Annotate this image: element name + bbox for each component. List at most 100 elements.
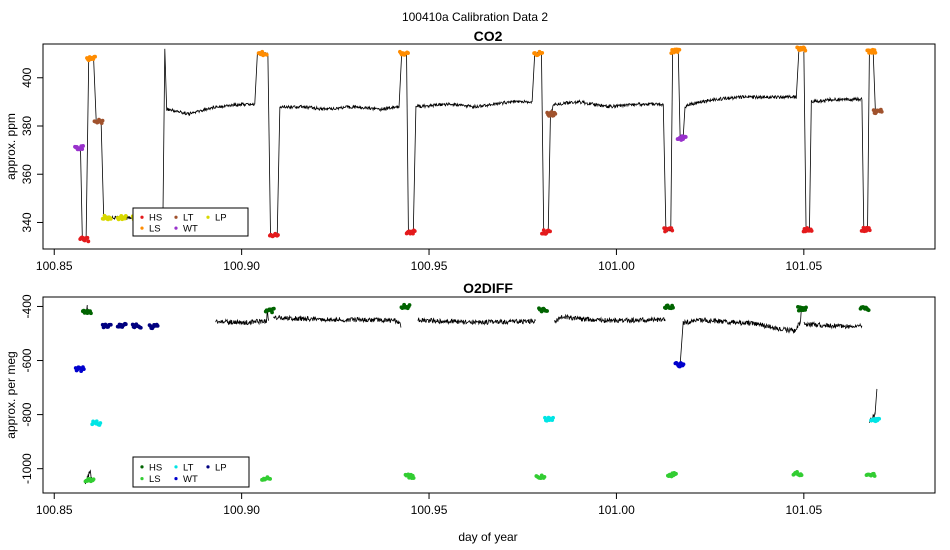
o2diff-calibration-point-hs [858,305,871,313]
co2-calibration-point-hs [662,226,675,234]
o2diff-legend-label: LS [149,474,161,485]
co2-legend-label: LP [215,213,227,224]
o2diff-trace-line [417,317,536,326]
co2-x-tick-label: 100.90 [223,259,260,273]
co2-legend-label: HS [149,213,162,224]
co2-legend-label: WT [183,224,198,235]
co2-calibration-point-ls [865,47,878,55]
o2diff-calibration-point-lt [869,416,882,424]
co2-calibration-point-lt [871,107,884,116]
co2-calibration-point-ls [532,49,545,58]
o2diff-y-tick-label: -400 [20,294,34,318]
o2diff-legend-marker [174,465,178,469]
o2diff-y-tick-label: -1000 [20,453,34,484]
co2-calibration-point-wt [73,144,85,152]
o2diff-legend-label: HS [149,462,162,473]
o2diff-legend-item-ls: LS [140,474,161,485]
co2-calibration-point-ls [669,47,682,56]
o2diff-x-tick-label: 100.85 [36,503,73,517]
o2diff-calibration-point-ls [666,471,678,479]
o2diff-plot-frame [42,296,936,494]
o2diff-trace [84,304,878,485]
o2diff-trace-line [803,321,863,330]
o2diff-x-axis-label: day of year [458,530,517,544]
o2diff-x-tick-label: 101.00 [598,503,635,517]
co2-x-tick-label: 100.85 [36,259,73,273]
co2-legend-marker [174,215,178,219]
co2-calibration-point-hs [404,228,417,236]
co2-calibration-point-ls [85,54,97,63]
co2-legend-item-lp: LP [206,213,227,224]
o2diff-trace-line [679,310,802,365]
o2diff-y-axis-label: approx. per meg [4,351,18,438]
co2-calibration-point-ls [398,49,410,57]
o2diff-legend-item-hs: HS [140,462,162,473]
co2-legend-marker [174,226,178,230]
co2-calibration-point-wt [675,134,688,142]
co2-x-axis: 100.85 100.90 100.95 101.00 101.05 [36,249,823,273]
o2diff-calibration-point-hs [399,302,412,311]
co2-y-axis: 340 360 380 400 [20,67,43,232]
co2-trace-line [74,46,880,242]
o2diff-calibration-point-lp [147,322,160,331]
co2-legend-marker [206,215,210,219]
co2-chart-title: CO2 [474,28,503,44]
o2diff-y-tick-label: -800 [20,402,34,426]
co2-x-tick-label: 101.05 [785,259,822,273]
o2diff-calibration-point-ls [403,472,416,481]
co2-x-tick-label: 101.00 [598,259,635,273]
co2-calibration-points [73,45,884,244]
o2diff-calibration-point-hs [80,308,93,316]
co2-calibration-point-lt [545,110,558,118]
o2diff-chart-title: O2DIFF [463,280,513,296]
co2-legend-marker [140,215,144,219]
co2-calibration-point-lp [115,213,128,222]
co2-y-tick-label: 400 [20,67,34,87]
co2-legend-box [132,207,249,237]
o2diff-x-tick-label: 100.90 [223,503,260,517]
co2-y-tick-label: 360 [20,164,34,184]
co2-legend-marker [140,226,144,230]
o2diff-legend-label: WT [183,474,198,485]
o2diff-calibration-point-wt [73,365,86,373]
o2diff-y-tick-label: -600 [20,348,34,372]
co2-plot-frame [42,43,936,250]
co2-calibration-point-hs [78,235,91,244]
o2diff-legend-marker [140,465,144,469]
co2-y-axis-label: approx. ppm [4,113,18,180]
o2diff-calibration-point-ls [260,475,272,482]
o2diff-x-tick-label: 100.95 [411,503,448,517]
figure-title: 100410a Calibration Data 2 [402,10,548,24]
co2-trace [74,46,880,242]
o2diff-legend-item-lp: LP [206,462,227,473]
o2diff-x-tick-label: 101.05 [785,503,822,517]
co2-y-tick-label: 380 [20,116,34,136]
o2diff-calibration-point-lt [90,419,103,427]
co2-legend-label: LS [149,224,161,235]
o2diff-calibration-point-lt [543,415,555,423]
o2diff-legend-label: LT [183,462,194,473]
co2-calibration-point-ls [256,49,269,58]
o2diff-legend-marker [206,465,210,469]
co2-calibration-point-hs [540,228,552,236]
o2diff-calibration-point-wt [673,361,686,369]
co2-calibration-point-lp [100,213,113,222]
o2diff-legend-marker [174,477,178,481]
o2diff-legend-item-lt: LT [174,462,194,473]
o2diff-trace-line [554,313,666,324]
co2-legend-item-lt: LT [174,213,194,224]
o2diff-calibration-point-lp [115,321,128,329]
o2diff-trace-line [215,311,270,326]
co2-x-tick-label: 100.95 [411,259,448,273]
o2diff-calibration-point-lp [130,322,143,330]
o2diff-x-axis: 100.85 100.90 100.95 101.00 101.05 [36,493,823,517]
o2diff-calibration-point-lp [100,322,113,330]
o2diff-legend-item-wt: WT [174,474,198,485]
o2diff-calibration-points [73,302,882,484]
co2-panel: CO2 100.85 100.90 100.95 101.00 101.05 340 36… [4,28,936,273]
co2-calibration-point-hs [859,225,872,234]
o2diff-y-axis: -1000 -800 -600 -400 [20,294,43,484]
